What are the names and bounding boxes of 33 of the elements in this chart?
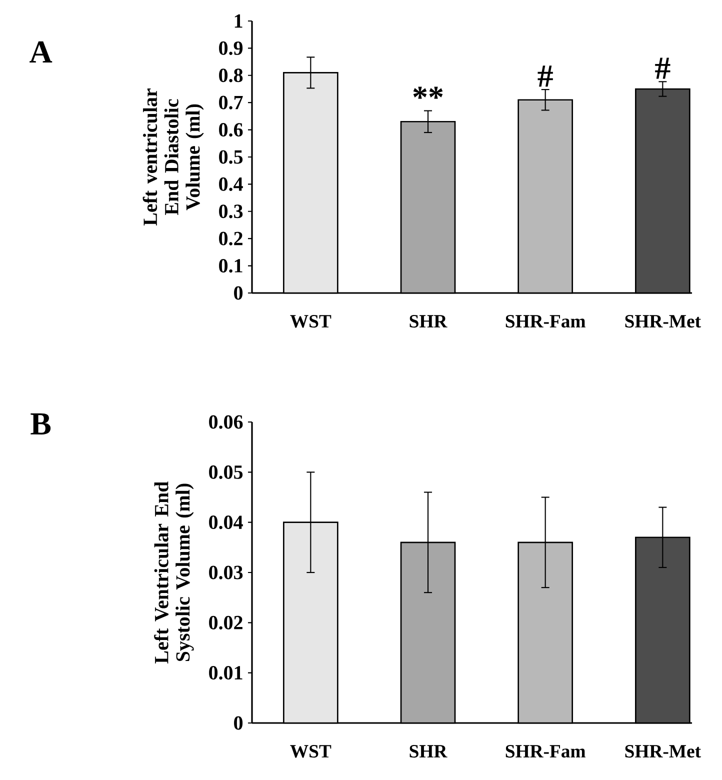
x-tick-label: WST (290, 745, 332, 758)
y-tick-label: 0.05 (209, 465, 243, 479)
y-tick-label: 0.7 (219, 96, 243, 110)
y-tick-label: 0 (234, 716, 243, 730)
x-tick-label: WST (290, 315, 332, 328)
y-tick-label: 0.06 (209, 415, 243, 429)
y-tick-label: 0.1 (219, 259, 242, 273)
y-tick-label: 0.02 (209, 616, 242, 630)
y-tick-label: 0 (234, 286, 243, 300)
y-axis-title: Left ventricular End Diastolic Volume (ml) (142, 88, 204, 226)
y-tick-label: 0.04 (209, 516, 243, 530)
x-tick-label: SHR (410, 315, 448, 328)
annotation: ** (413, 86, 443, 99)
annotation: # (538, 66, 553, 87)
annotation: # (655, 58, 670, 79)
y-tick-label: 0.6 (219, 123, 243, 137)
y-tick-label: 0.5 (219, 150, 243, 164)
y-tick-label: 1 (234, 14, 242, 28)
y-axis-title: Left Ventricular End Systolic Volume (ml) (154, 481, 194, 664)
x-tick-label: SHR-Met (625, 745, 701, 758)
y-tick-label: 0.4 (219, 177, 243, 191)
y-tick-label: 0.03 (209, 566, 243, 580)
y-tick-label: 0.8 (219, 68, 243, 82)
chart-title: A (30, 41, 52, 62)
y-tick-label: 0.9 (219, 41, 243, 55)
y-tick-label: 0.01 (209, 666, 242, 680)
y-tick-label: 0.3 (219, 204, 243, 218)
chart-title: B (30, 413, 51, 434)
x-tick-label: SHR (410, 745, 448, 758)
x-tick-label: SHR-Fam (506, 315, 586, 328)
x-tick-label: SHR-Met (625, 315, 701, 328)
x-tick-label: SHR-Fam (506, 745, 586, 758)
y-tick-label: 0.2 (219, 232, 242, 246)
